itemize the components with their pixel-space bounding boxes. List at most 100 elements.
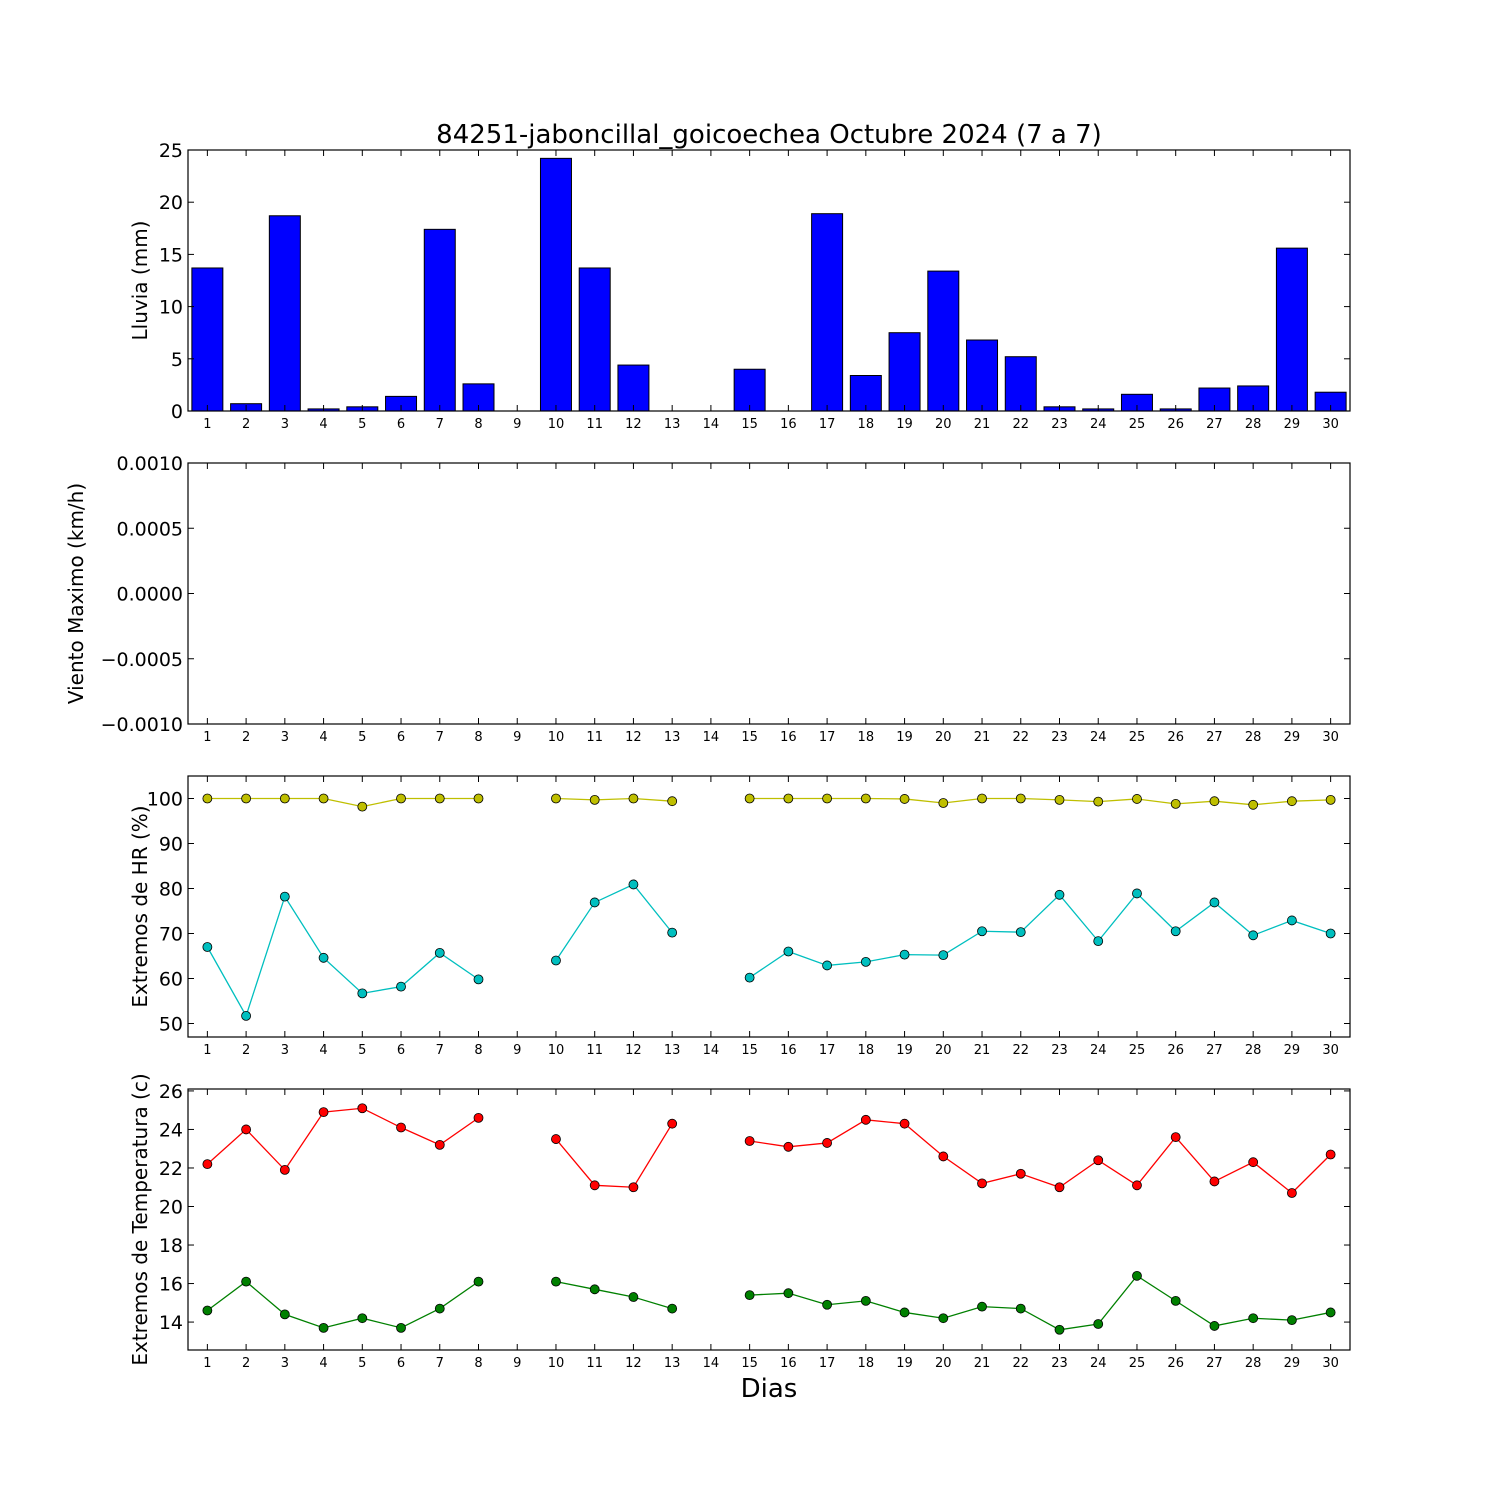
point-day-4 (318, 793, 329, 804)
point-day-1 (202, 1159, 213, 1170)
x-tick-label: 7 (436, 1356, 444, 1371)
x-tick-label: 13 (664, 1356, 681, 1371)
point-day-15 (744, 1136, 755, 1146)
point-day-15 (744, 972, 755, 983)
x-tick-label: 22 (1012, 417, 1029, 432)
x-tick-label: 7 (436, 417, 444, 432)
x-tick-label: 5 (358, 1043, 366, 1058)
y-tick-label: 0.0000 (117, 584, 183, 606)
x-tick-label: 29 (1284, 730, 1301, 745)
point-day-16 (783, 1288, 794, 1299)
point-day-6 (396, 1322, 406, 1333)
point-day-1 (202, 1305, 213, 1316)
x-tick-label: 26 (1167, 730, 1184, 745)
point-day-26 (1170, 799, 1181, 809)
hr-series-1-line (749, 797, 1331, 806)
point-day-26 (1170, 1132, 1181, 1143)
x-tick-label: 6 (397, 730, 405, 745)
y-tick-label: 80 (159, 879, 183, 901)
x-tick-label: 15 (741, 730, 758, 745)
y-tick-label: 60 (159, 969, 183, 991)
y-tick-label: 20 (159, 192, 183, 214)
x-tick-label: 2 (242, 1043, 250, 1058)
point-day-18 (860, 793, 871, 804)
point-day-26 (1170, 926, 1181, 937)
point-day-22 (1015, 793, 1026, 804)
x-tick-label: 14 (703, 1043, 720, 1058)
temp-series-2-line (206, 1280, 479, 1329)
point-day-25 (1132, 794, 1142, 804)
point-day-19 (899, 1118, 910, 1129)
bar-day-1 (191, 267, 224, 412)
y-tick-label: 22 (159, 1158, 183, 1180)
x-tick-label: 20 (935, 1043, 952, 1058)
x-tick-label: 8 (474, 1356, 482, 1371)
x-tick-label: 12 (625, 1356, 642, 1371)
bar-day-29 (1275, 247, 1308, 412)
x-tick-label: 13 (664, 1043, 681, 1058)
y-tick-label: 14 (159, 1312, 183, 1334)
x-tick-label: 22 (1012, 1356, 1029, 1371)
x-tick-label: 11 (586, 417, 603, 432)
x-tick-label: 27 (1206, 1356, 1223, 1371)
hr-series-2-line (749, 892, 1331, 979)
point-day-19 (899, 794, 910, 804)
point-day-20 (938, 798, 949, 808)
point-day-27 (1209, 796, 1220, 807)
hr-y-axis-label: Extremos de HR (%) (128, 805, 152, 1007)
x-tick-label: 23 (1051, 1356, 1068, 1371)
y-tick-label: 25 (159, 140, 183, 162)
x-tick-label: 5 (358, 730, 366, 745)
x-tick-label: 28 (1245, 1043, 1262, 1058)
point-day-1 (202, 793, 213, 804)
x-tick-label: 13 (664, 417, 681, 432)
point-day-28 (1248, 1157, 1259, 1168)
point-day-18 (860, 1114, 871, 1125)
point-day-30 (1325, 1149, 1336, 1160)
point-day-15 (744, 1290, 755, 1300)
x-tick-label: 10 (548, 730, 565, 745)
x-tick-label: 12 (625, 1043, 642, 1058)
point-day-7 (434, 793, 445, 804)
point-day-13 (667, 927, 678, 938)
point-day-24 (1093, 1319, 1104, 1329)
y-tick-label: 0 (171, 401, 183, 423)
x-tick-label: 18 (858, 417, 875, 432)
point-day-25 (1132, 1270, 1142, 1281)
point-day-6 (396, 1122, 406, 1133)
point-day-12 (628, 879, 639, 890)
x-tick-label: 16 (780, 1356, 797, 1371)
hr-series-1-line (207, 797, 479, 808)
point-day-11 (589, 794, 600, 805)
x-axis-label: Dias (741, 1374, 798, 1404)
x-tick-label: 1 (203, 417, 211, 432)
point-day-13 (667, 796, 678, 807)
x-tick-label: 20 (935, 730, 952, 745)
x-tick-label: 25 (1129, 1356, 1146, 1371)
point-day-8 (473, 1276, 484, 1287)
point-day-17 (822, 1299, 832, 1310)
point-day-18 (860, 956, 871, 967)
temp-series-1-line (749, 1119, 1332, 1194)
x-tick-label: 17 (819, 417, 836, 432)
point-day-17 (822, 1138, 832, 1148)
x-tick-label: 3 (281, 730, 289, 745)
point-day-16 (783, 793, 794, 804)
point-day-21 (977, 926, 987, 937)
x-tick-label: 8 (474, 730, 482, 745)
point-day-2 (241, 1124, 252, 1135)
x-tick-label: 3 (281, 1043, 289, 1058)
point-day-23 (1054, 889, 1065, 900)
x-tick-label: 29 (1284, 417, 1301, 432)
point-day-21 (977, 793, 987, 804)
point-day-22 (1015, 1168, 1026, 1179)
x-tick-label: 24 (1090, 417, 1107, 432)
x-tick-label: 10 (548, 417, 565, 432)
x-tick-label: 12 (625, 730, 642, 745)
x-tick-label: 10 (548, 1043, 565, 1058)
bar-day-17 (811, 213, 844, 412)
y-tick-label: 20 (159, 1196, 183, 1218)
